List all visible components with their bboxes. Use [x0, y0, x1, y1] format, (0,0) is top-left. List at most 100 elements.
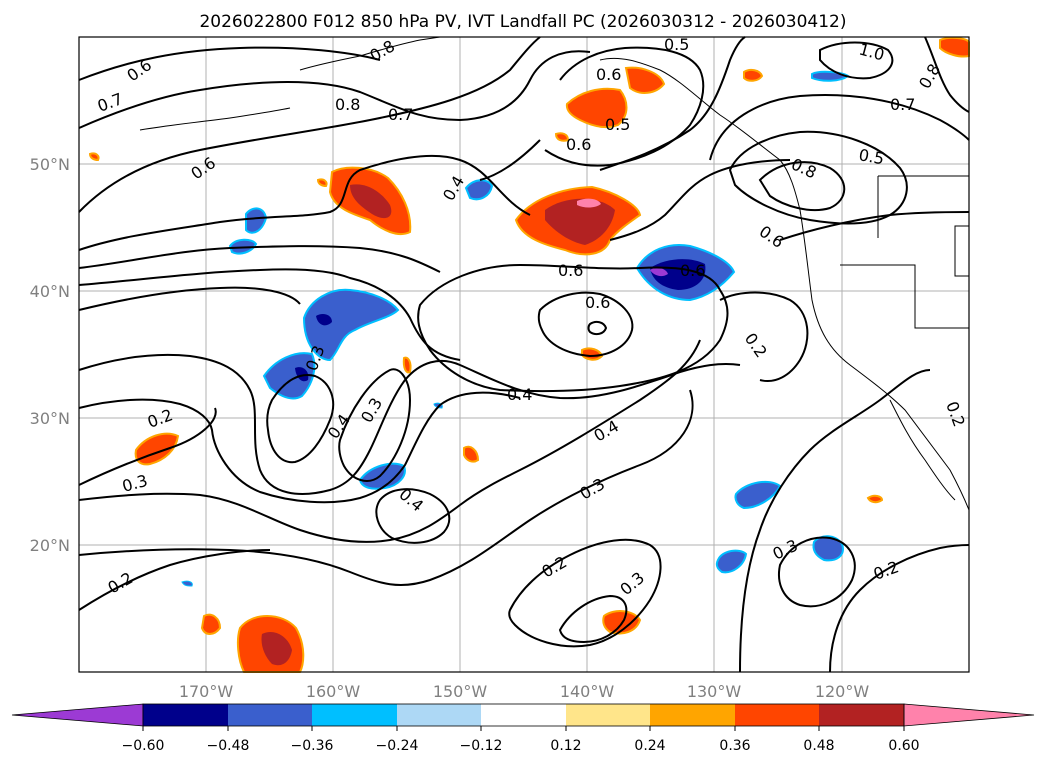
lat-label: 20°N [30, 536, 70, 555]
pv-negative-blob [734, 480, 782, 510]
contour-line [78, 245, 441, 273]
pv-positive-blob [743, 68, 764, 82]
contour-line [778, 536, 856, 608]
contour-line [779, 211, 970, 241]
colorbar-tick-label: 0.24 [634, 738, 665, 754]
colorbar-tick-label: −0.60 [122, 738, 165, 754]
contour-line [266, 374, 335, 464]
colorbar-segment [228, 704, 312, 726]
pv-negative-blob [302, 288, 400, 362]
contour-line [78, 353, 741, 495]
contour-label: 0.6 [558, 261, 583, 280]
contour-line [479, 139, 541, 181]
contour-label: 0.6 [596, 65, 621, 84]
lon-label: 170°W [179, 682, 234, 701]
colorbar-segment [143, 704, 228, 726]
contour-line [829, 544, 970, 673]
contour-line [78, 50, 591, 129]
contour-line [338, 368, 412, 482]
pv-positive-blob [402, 356, 412, 374]
colorbar-segment [312, 704, 397, 726]
colorbar-tick-label: −0.24 [376, 738, 419, 754]
pv-negative-blob-peak [650, 267, 668, 277]
us-west-coast [799, 209, 970, 511]
colorbar-ticks [142, 726, 905, 731]
contour-line [609, 159, 791, 241]
alaska-coast [299, 36, 441, 71]
contour-line [78, 154, 531, 251]
contour-label: 0.7 [388, 105, 413, 124]
aleutian-islands [139, 107, 291, 131]
colorbar-segment [650, 704, 735, 726]
map-background [79, 37, 969, 672]
lon-label: 160°W [306, 682, 361, 701]
contour-label: 0.6 [680, 261, 705, 280]
contour-line [587, 320, 608, 336]
colorbar-frame [142, 703, 905, 727]
pv-positive-blob-peak [577, 198, 601, 208]
colorbar-tick-label: 0.36 [719, 738, 750, 754]
pv-positive-blob [554, 132, 570, 142]
contour-line [719, 291, 809, 382]
pv-negative-blob-core [316, 314, 332, 326]
pv-negative-blob-core [295, 367, 309, 382]
contour-line [78, 391, 521, 504]
pv-negative-blob [811, 70, 850, 82]
pv-negative-blob [715, 549, 748, 574]
pv-positive-blob [581, 347, 604, 361]
colorbar-segment [566, 704, 650, 726]
lon-label: 140°W [560, 682, 615, 701]
contour-line [417, 263, 729, 393]
contour-line [78, 549, 271, 611]
contour-label: 0.5 [664, 35, 689, 54]
contour-line [709, 94, 970, 161]
longitude-labels: 170°W 160°W 150°W 140°W 130°W 120°W [179, 682, 870, 701]
figure-title: 2026022800 F012 850 hPa PV, IVT Landfall… [199, 12, 846, 32]
contour-line [78, 46, 381, 81]
colorbar-extend-high [903, 703, 1035, 727]
pv-positive-blob [565, 87, 628, 129]
contour-label: 0.6 [585, 293, 610, 312]
pv-filled-areas [88, 36, 970, 673]
colorbar-tick-label: 0.60 [888, 738, 919, 754]
contour-line [78, 339, 701, 543]
contour-line [819, 41, 894, 80]
contour-line [508, 538, 662, 648]
colorbar-tick-label: 0.48 [803, 738, 834, 754]
colorbar-segment [819, 704, 904, 726]
contour-label: 0.6 [566, 135, 591, 154]
pv-positive-blob [88, 152, 100, 162]
pv-positive-blob-core [261, 631, 292, 666]
baja-coast [889, 399, 956, 501]
state-border [840, 264, 969, 329]
pv-positive-blob-core [545, 198, 615, 245]
colorbar: −0.60 −0.48 −0.36 −0.24 −0.12 0.12 0.24 … [11, 703, 1035, 754]
lat-label: 30°N [30, 409, 70, 428]
contour-line [537, 291, 634, 358]
lon-label: 120°W [815, 682, 870, 701]
contour-line [78, 36, 541, 213]
pv-negative-blob [262, 352, 316, 400]
contour-line [924, 36, 970, 113]
colorbar-tick-label: −0.36 [291, 738, 334, 754]
colorbar-extend-low [11, 703, 144, 727]
lon-label: 150°W [433, 682, 488, 701]
pv-positive-blob [200, 613, 222, 635]
contour-label: 0.5 [857, 145, 885, 168]
pv-positive-blob [624, 66, 666, 94]
map-frame [78, 36, 970, 673]
pv-negative-blob [358, 462, 406, 490]
lon-label: 130°W [687, 682, 742, 701]
pv-negative-blob [181, 580, 193, 587]
contour-line [728, 130, 908, 225]
colorbar-tick-label: −0.48 [207, 738, 250, 754]
canada-coast [599, 57, 801, 211]
contour-label: 0.4 [507, 385, 532, 404]
contour-line [78, 268, 461, 361]
colorbar-segment [481, 704, 566, 726]
contour-line [544, 46, 705, 167]
colorbar-segment [735, 704, 819, 726]
contour-line [78, 407, 217, 486]
coastline [139, 36, 970, 511]
